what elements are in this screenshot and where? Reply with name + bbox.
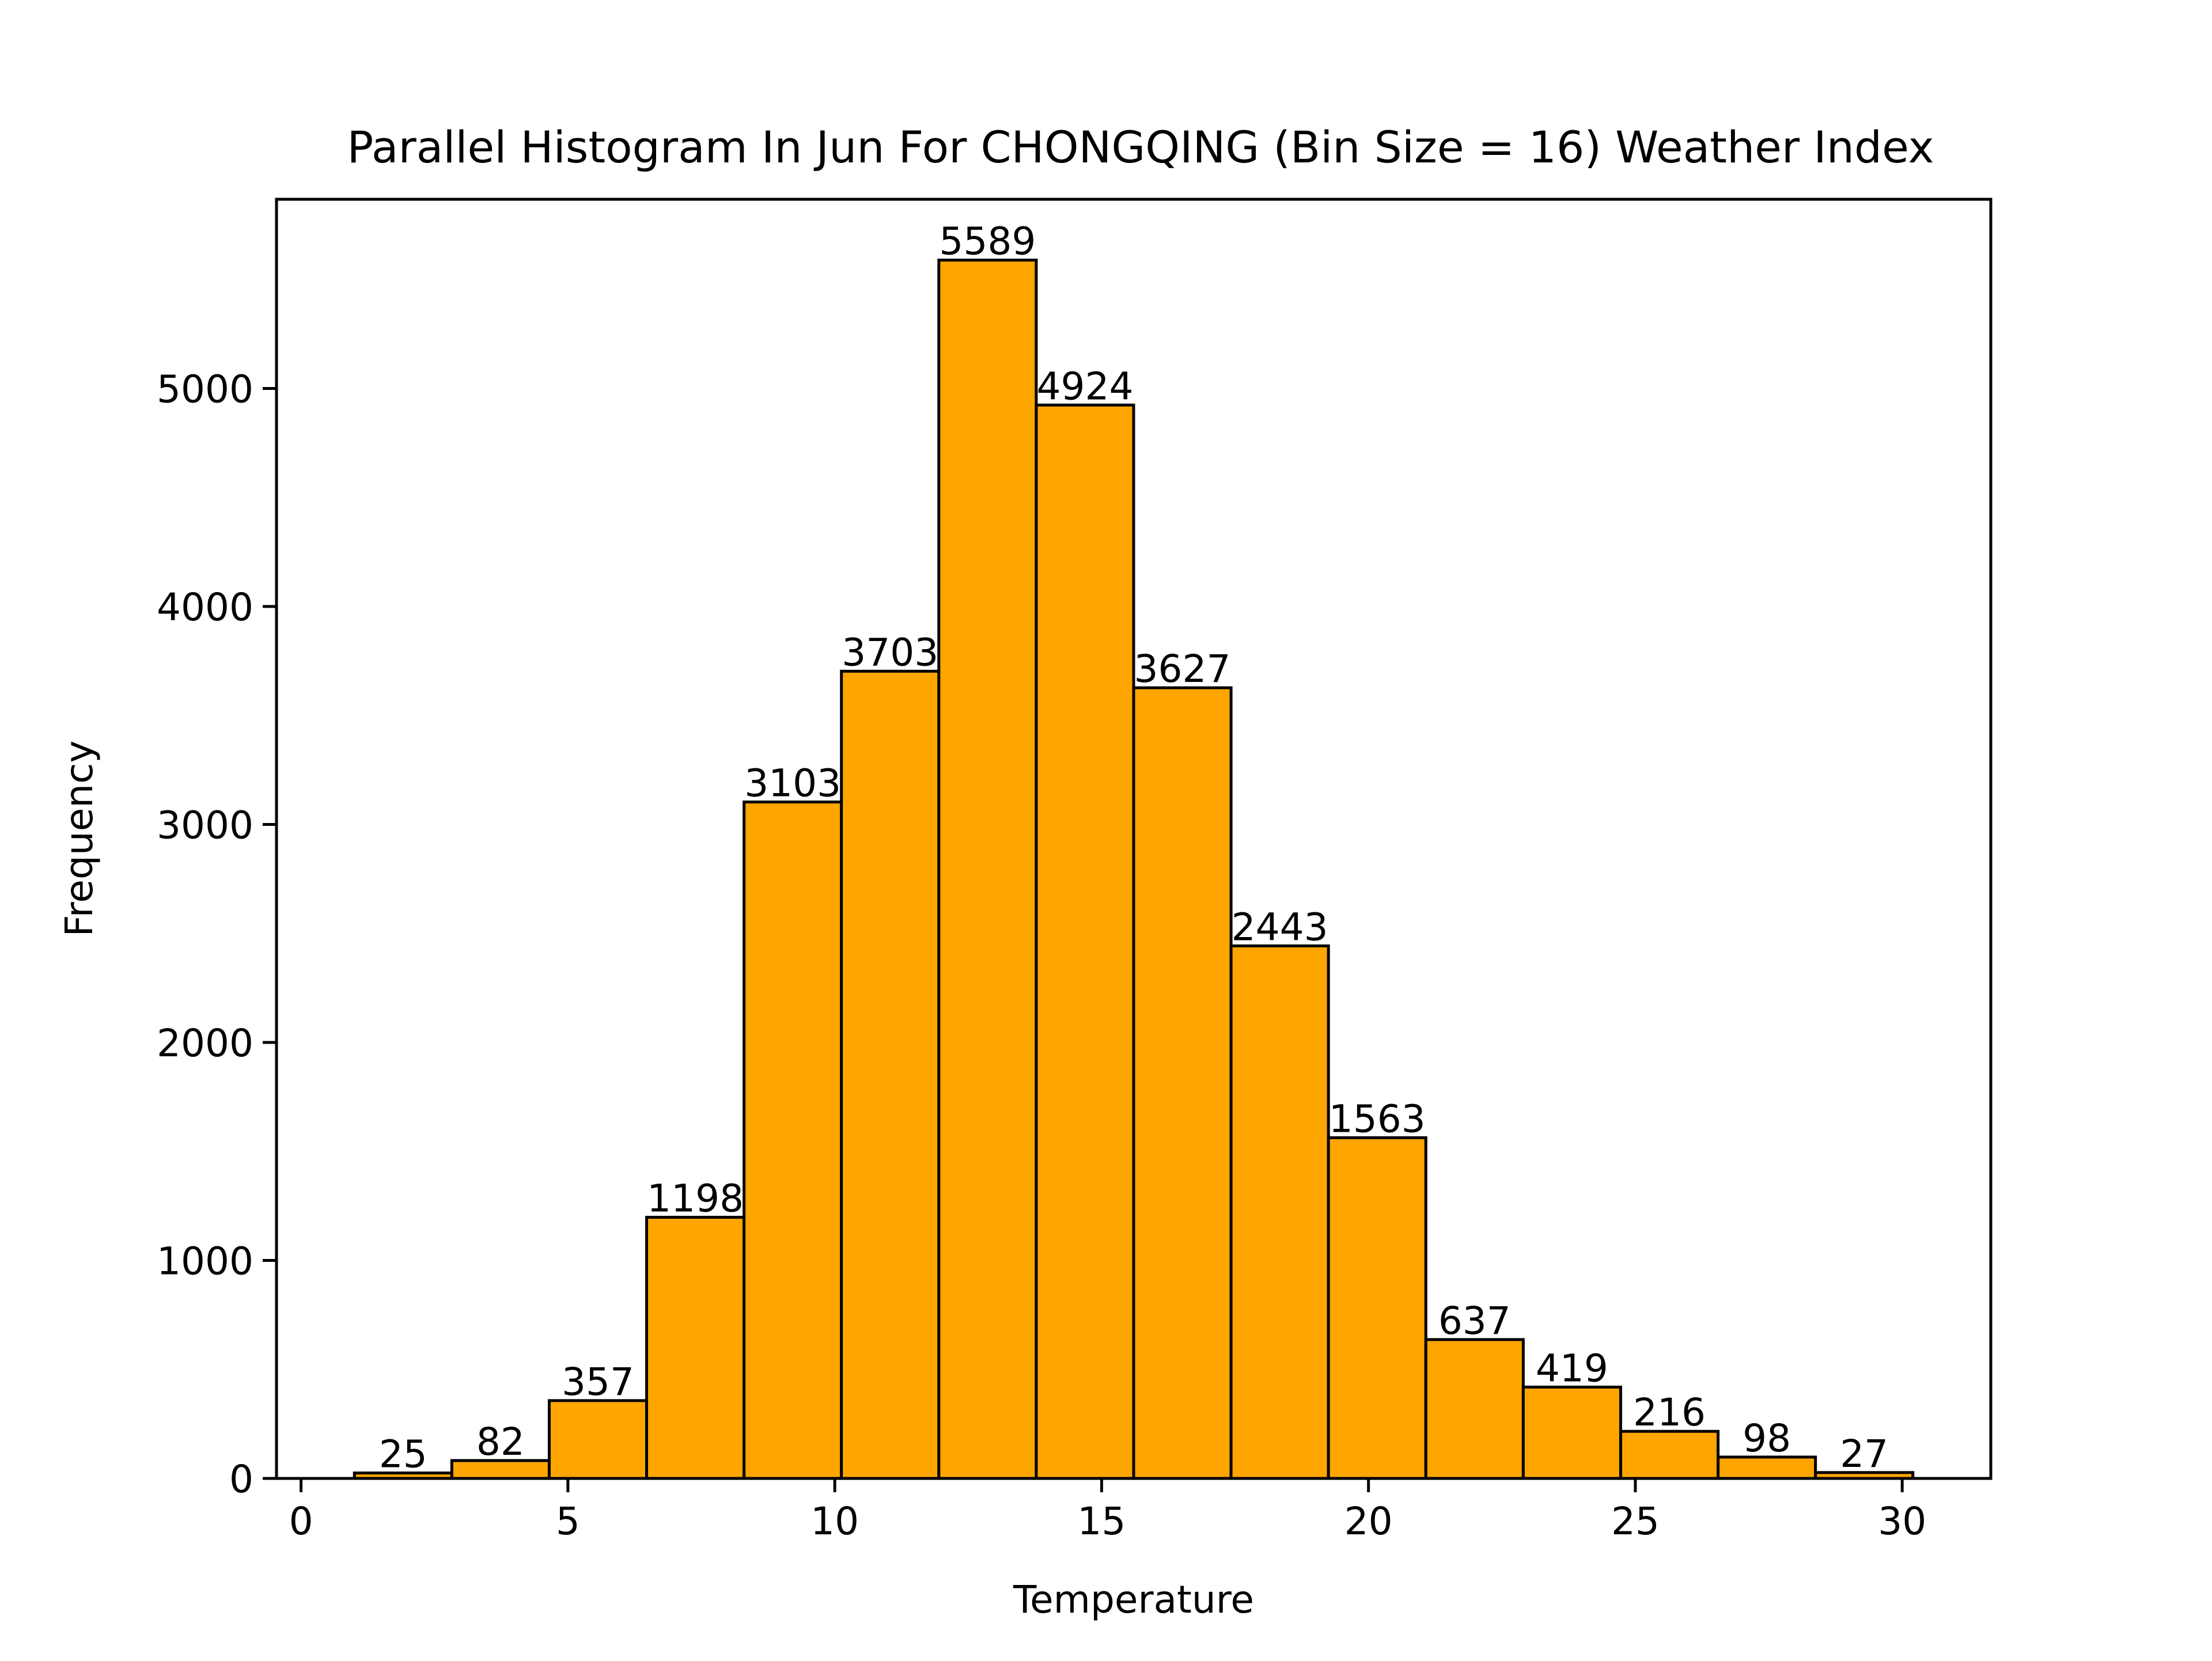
bar-value-label: 82 (476, 1420, 525, 1464)
x-tick-label: 0 (289, 1499, 313, 1544)
bars-layer (353, 259, 1915, 1480)
histogram-bar (840, 669, 941, 1480)
x-tick-label: 10 (810, 1499, 859, 1544)
bar-value-label: 25 (379, 1432, 427, 1477)
y-tick-label: 0 (229, 1457, 253, 1501)
bar-value-label: 4924 (1036, 364, 1133, 408)
y-tick-label: 1000 (157, 1239, 253, 1284)
bar-value-label: 3703 (842, 630, 938, 674)
bar-value-label: 357 (562, 1360, 634, 1404)
histogram-bar (1619, 1429, 1720, 1480)
plot-area-frame (275, 198, 1993, 1480)
y-tick-label: 2000 (157, 1021, 253, 1065)
y-tick-label: 3000 (157, 803, 253, 848)
x-axis-label: Temperature (1013, 1577, 1254, 1622)
histogram-bar (1229, 944, 1330, 1480)
bar-value-label: 1198 (647, 1177, 744, 1221)
x-tick-label: 5 (556, 1499, 580, 1544)
x-axis-ticks: 0 5 10 15 20 25 30 (289, 1478, 1926, 1544)
bar-value-label: 3103 (744, 761, 841, 806)
x-tick-label: 20 (1344, 1499, 1393, 1544)
histogram-bar (1521, 1385, 1622, 1480)
histogram-bar (937, 259, 1038, 1480)
chart-title: Parallel Histogram In Jun For CHONGQING … (347, 122, 1934, 173)
y-axis-label: Frequency (57, 741, 101, 937)
histogram-bar (1132, 686, 1233, 1480)
bar-value-label: 5589 (939, 219, 1036, 264)
x-tick-label: 30 (1878, 1499, 1926, 1544)
y-axis-ticks: 0 1000 2000 3000 4000 5000 (157, 367, 276, 1501)
bar-value-label: 27 (1840, 1432, 1888, 1476)
bar-value-label: 2443 (1232, 905, 1328, 949)
histogram-bar (1035, 403, 1135, 1480)
bar-value-label: 216 (1633, 1390, 1706, 1435)
x-tick-label: 25 (1611, 1499, 1660, 1544)
bar-labels-layer: 25 82 357 1198 3103 3703 5589 4924 3627 2443 1563 6… (379, 219, 1888, 1477)
bar-value-label: 3627 (1134, 647, 1231, 691)
histogram-bar (1327, 1136, 1427, 1480)
y-tick-label: 4000 (157, 585, 253, 629)
bar-value-label: 419 (1536, 1346, 1608, 1390)
histogram-bar (645, 1216, 746, 1480)
bar-value-label: 1563 (1329, 1097, 1426, 1141)
histogram-bar (1424, 1338, 1525, 1480)
bar-value-label: 637 (1438, 1299, 1511, 1343)
y-tick-label: 5000 (157, 367, 253, 412)
bar-value-label: 98 (1743, 1416, 1791, 1461)
histogram-bar (547, 1399, 649, 1480)
histogram-bar (1717, 1455, 1817, 1480)
x-tick-label: 15 (1077, 1499, 1126, 1544)
histogram-bar (743, 801, 843, 1480)
